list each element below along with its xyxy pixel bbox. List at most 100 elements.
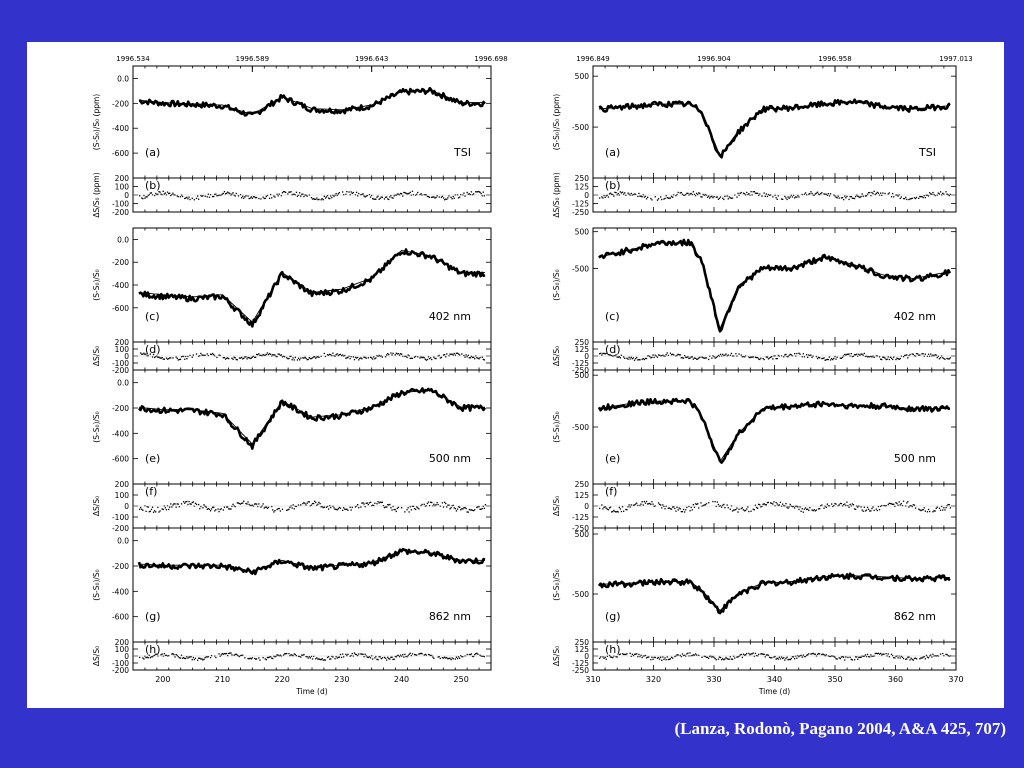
residual-point [330, 658, 332, 660]
residual-point [300, 656, 302, 658]
residual-point [310, 655, 313, 658]
residual-point [235, 653, 237, 655]
residual-point [658, 658, 661, 660]
residual-point [427, 501, 430, 503]
residual-point [803, 655, 806, 658]
residual-point [665, 505, 667, 507]
residual-point [724, 354, 726, 356]
residual-point [654, 656, 656, 659]
residual-point [154, 510, 156, 512]
residual-point [442, 657, 445, 659]
residual-point [470, 191, 473, 193]
residual-point [151, 356, 154, 358]
residual-point [773, 656, 775, 658]
residual-point [444, 354, 446, 356]
residual-point [476, 506, 478, 509]
residual-point [293, 359, 295, 361]
residual-point [939, 191, 942, 193]
residual-point [719, 196, 722, 198]
residual-point [139, 508, 141, 510]
residual-point [169, 357, 171, 359]
residual-point [649, 355, 651, 358]
residual-point [841, 656, 844, 658]
residual-point [858, 656, 860, 659]
residual-point [404, 355, 406, 357]
residual-point [279, 510, 281, 512]
residual-point [833, 504, 835, 507]
residual-point [261, 355, 263, 357]
residual-point [774, 655, 776, 658]
residual-point [860, 506, 862, 508]
residual-point [786, 656, 788, 658]
residual-point [831, 503, 833, 505]
residual-point [753, 655, 755, 657]
residual-point [657, 198, 660, 200]
residual-point [943, 507, 945, 509]
residual-point [336, 353, 338, 355]
residual-point [665, 659, 667, 661]
residual-point [921, 657, 923, 659]
residual-point [216, 356, 218, 359]
residual-point [656, 199, 659, 201]
residual-point [599, 657, 601, 659]
y-tick-label: 200 [115, 480, 130, 489]
residual-point [219, 655, 221, 657]
residual-point [691, 193, 693, 196]
residual-point [797, 655, 799, 657]
residual-point [464, 195, 466, 197]
residual-point [639, 359, 641, 361]
residual-point [846, 353, 848, 355]
residual-point [361, 358, 363, 360]
residual-point [256, 196, 258, 199]
residual-point [189, 354, 191, 357]
residual-point [892, 655, 894, 657]
residual-point [835, 196, 837, 198]
residual-point [355, 191, 358, 193]
residual-point [219, 354, 221, 357]
y-axis-label: ΔS/S₀ [552, 346, 561, 366]
residual-point [803, 508, 806, 510]
y-tick-label: -100 [112, 359, 129, 368]
residual-point [201, 195, 203, 197]
residual-point [386, 354, 388, 356]
residual-point [223, 357, 226, 359]
residual-point [439, 357, 441, 359]
residual-point [412, 194, 415, 196]
residual-point [249, 357, 251, 360]
residual-point [866, 356, 869, 358]
residual-point [764, 504, 766, 506]
residual-point [807, 508, 809, 510]
residual-point [603, 506, 605, 508]
residual-point [754, 504, 757, 506]
residual-point [161, 194, 163, 196]
residual-point [206, 508, 208, 510]
residual-point [893, 503, 895, 505]
y-tick-label: -100 [112, 659, 129, 668]
residual-point [449, 657, 451, 659]
residual-point [206, 353, 208, 355]
residual-point [231, 505, 233, 507]
residual-point [680, 655, 682, 658]
residual-point [716, 501, 718, 503]
residual-point [757, 357, 759, 359]
residual-point [664, 197, 666, 200]
y-axis-label: ΔS/S₀ [92, 496, 101, 516]
residual-point [617, 356, 619, 358]
y-axis-label: (S-S₀)/S₀ [92, 269, 101, 300]
residual-point [915, 353, 918, 355]
residual-point [178, 358, 180, 361]
residual-point [677, 191, 679, 194]
residual-point [281, 508, 284, 510]
residual-point [363, 195, 365, 197]
residual-point [691, 356, 693, 358]
residual-point [775, 658, 777, 660]
residual-point [752, 356, 754, 358]
residual-point [606, 508, 608, 510]
residual-point [218, 653, 220, 655]
residual-point [605, 195, 607, 197]
residual-point [817, 508, 820, 510]
residual-point [392, 505, 394, 508]
residual-point [767, 358, 770, 360]
residual-point [714, 357, 716, 359]
residual-point [450, 659, 452, 661]
